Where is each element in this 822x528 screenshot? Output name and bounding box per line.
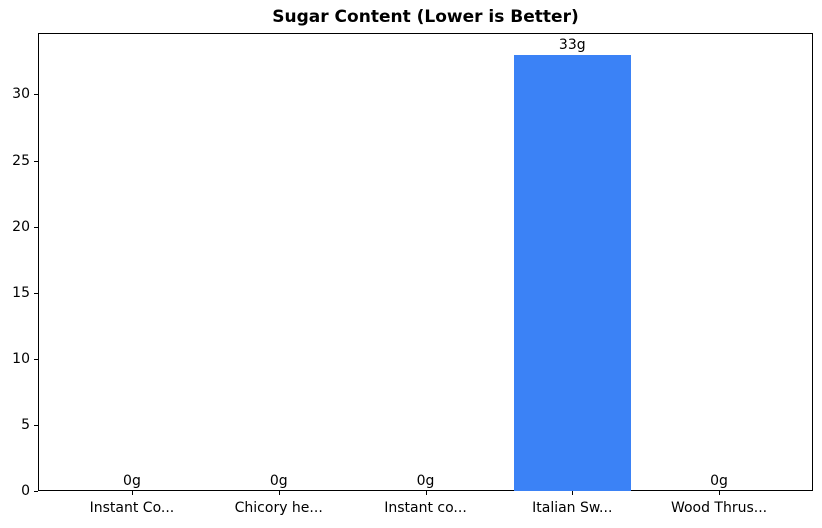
y-axis-tick [34, 226, 38, 228]
x-axis-tick [278, 491, 280, 495]
x-axis-tick [425, 491, 427, 495]
y-axis-tick [34, 94, 38, 96]
y-axis-tick-label: 25 [12, 152, 30, 169]
plot-area [38, 33, 813, 491]
x-axis-category-label: Italian Sw... [532, 500, 613, 516]
bar-value-label: 0g [123, 473, 141, 489]
y-axis-tick-label: 30 [12, 86, 30, 103]
y-axis-tick-label: 10 [12, 350, 30, 367]
chart-title: Sugar Content (Lower is Better) [272, 7, 579, 27]
x-axis-tick [719, 491, 721, 495]
x-axis-tick [131, 491, 133, 495]
x-axis-category-label: Instant co... [384, 500, 467, 516]
bar-value-label: 0g [269, 473, 288, 489]
y-axis-tick-label: 20 [12, 218, 30, 235]
bar-value-label: 33g [558, 36, 586, 53]
x-axis-category-label: Chicory he... [234, 500, 323, 516]
bar-value-label: 0g [710, 473, 728, 489]
y-axis-tick [34, 491, 38, 492]
x-axis-category-label: Instant Co... [89, 500, 175, 516]
bar-value-label: 0g [416, 473, 435, 489]
y-axis-tick-label: 15 [12, 284, 30, 301]
x-axis-tick [572, 491, 574, 495]
x-axis-category-label: Wood Thrus... [670, 500, 768, 516]
y-axis-tick [34, 292, 38, 294]
y-axis-tick [34, 424, 38, 426]
y-axis-tick [34, 358, 38, 360]
bar [513, 54, 631, 491]
y-axis-tick-label: 5 [21, 416, 30, 433]
y-axis-tick [34, 160, 38, 162]
y-axis-tick-label: 0 [21, 483, 30, 499]
